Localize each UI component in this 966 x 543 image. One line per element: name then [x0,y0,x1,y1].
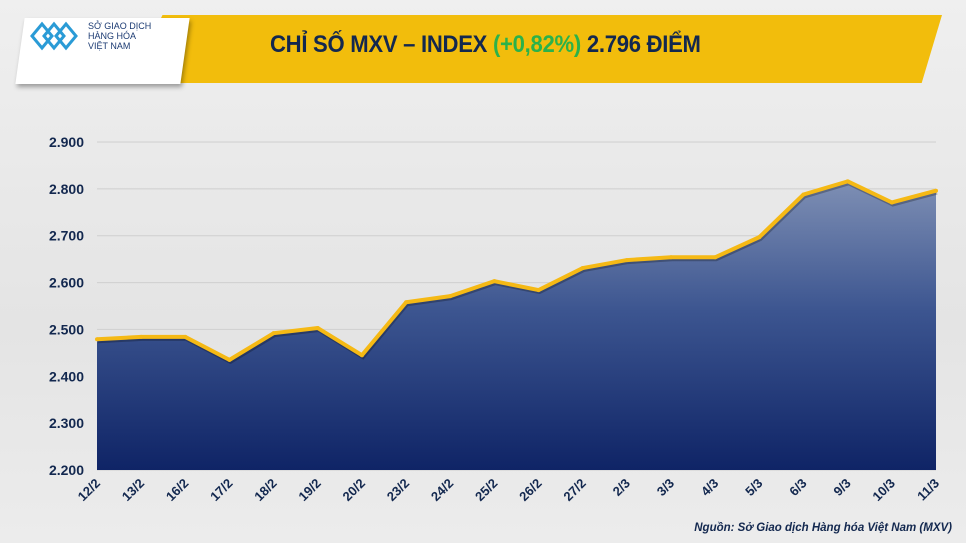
data-point [448,294,453,299]
x-tick-label: 24/2 [428,476,457,505]
y-tick-label: 2.200 [49,462,84,478]
area-fill [97,181,936,471]
logo-content: SỞ GIAO DỊCH HÀNG HÓA VIỆT NAM [30,18,151,54]
y-tick-label: 2.300 [49,415,84,431]
page-title: CHỈ SỐ MXV – INDEX (+0,82%) 2.796 ĐIỂM [270,31,701,59]
x-tick-label: 17/2 [207,476,236,505]
data-point [271,331,276,336]
data-point [404,300,409,305]
x-tick-label: 12/2 [75,476,104,505]
data-point [139,334,144,339]
y-tick-label: 2.600 [49,275,84,291]
change-percent: (+0,82%) [492,31,581,58]
data-point [624,258,629,263]
x-tick-label: 19/2 [295,476,324,505]
x-tick-label: 20/2 [340,476,369,505]
data-point [934,188,938,193]
data-point [95,337,99,342]
series-line [96,179,937,362]
x-tick-label: 6/3 [786,476,809,499]
x-tick-label: 2/3 [610,476,633,499]
x-tick-label: 10/3 [869,476,898,505]
data-point [889,200,894,205]
x-tick-label: 5/3 [742,476,765,499]
logo-line: VIỆT NAM [88,41,131,51]
x-tick-label: 4/3 [698,476,721,499]
x-tick-label: 23/2 [384,476,413,505]
data-point [536,288,541,293]
title-value: 2.796 ĐIỂM [580,31,701,58]
x-tick-label: 16/2 [163,476,192,505]
data-point [757,235,762,240]
source-note: Nguồn: Sở Giao dịch Hàng hóa Việt Nam (M… [694,522,952,534]
x-tick-label: 25/2 [472,476,501,505]
x-tick-label: 27/2 [560,476,589,505]
data-point [801,192,806,197]
x-tick-label: 13/2 [119,476,148,505]
logo-mark-icon [30,21,78,51]
logo-line: SỞ GIAO DỊCH [88,21,152,31]
data-point [315,326,320,331]
logo-line: HÀNG HÓA [88,31,137,41]
data-point [580,266,585,271]
data-point [359,353,364,358]
y-tick-label: 2.700 [49,228,84,244]
data-point [845,179,850,184]
x-tick-label: 18/2 [251,476,280,505]
x-tick-label: 3/3 [654,476,677,499]
data-point [183,334,188,339]
y-tick-label: 2.400 [49,368,84,384]
data-point [227,357,232,362]
data-point [713,255,718,260]
data-point [669,255,674,260]
title-banner [130,15,942,83]
title-text: CHỈ SỐ MXV – INDEX [270,31,493,58]
y-tick-label: 2.500 [49,321,84,337]
x-tick-label: 26/2 [516,476,545,505]
x-tick-label: 9/3 [830,476,853,499]
y-tick-label: 2.900 [49,134,84,150]
data-point [492,279,497,284]
y-tick-label: 2.800 [49,181,84,197]
x-tick-label: 11/3 [914,476,942,504]
